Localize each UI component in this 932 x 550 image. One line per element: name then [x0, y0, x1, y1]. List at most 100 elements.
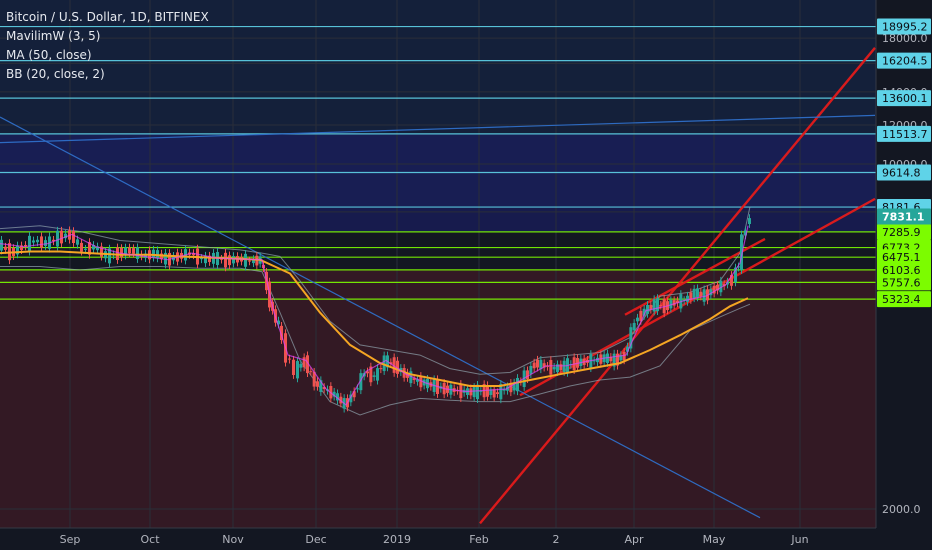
candle-body: [606, 353, 609, 363]
candle-body: [20, 245, 23, 251]
candle-body: [204, 255, 207, 264]
level-price-label: 18995.2: [882, 21, 928, 34]
level-price-tag: [877, 125, 931, 142]
candle-body: [392, 357, 396, 373]
candle-body: [228, 255, 231, 266]
candle-body: [224, 252, 227, 268]
candle-body: [652, 299, 656, 312]
legend-ma[interactable]: MA (50, close): [6, 48, 92, 62]
candle-body: [744, 230, 747, 236]
candle-body: [28, 235, 31, 252]
level-price-tag: [877, 164, 931, 181]
candle-body: [709, 289, 713, 296]
candle-body: [208, 255, 211, 263]
x-tick-label: Oct: [140, 533, 160, 546]
candle-body: [592, 360, 596, 362]
candle-body: [552, 366, 556, 370]
candle-body: [0, 239, 3, 251]
candle-body: [740, 234, 743, 271]
candle-body: [492, 389, 496, 398]
candle-body: [366, 371, 369, 374]
level-price-label: 6475.1: [882, 251, 921, 264]
candle-body: [409, 371, 413, 384]
level-price-label: 7285.9: [882, 226, 921, 239]
candle-body: [659, 304, 663, 306]
candle-body: [192, 253, 195, 256]
candle-body: [526, 370, 529, 380]
candle-body: [244, 253, 247, 267]
level-price-label: 5323.4: [882, 293, 921, 306]
last-price-label: 7831.1: [882, 210, 924, 223]
candle-body: [248, 260, 251, 262]
candle-body: [136, 247, 139, 259]
candle-body: [734, 267, 737, 283]
candle-body: [612, 353, 616, 367]
candle-body: [164, 252, 167, 265]
candle-body: [696, 288, 699, 298]
level-price-tag: [877, 52, 931, 69]
level-price-tag: [877, 18, 931, 35]
candle-body: [16, 245, 19, 255]
candle-body: [516, 377, 519, 392]
legend-bb[interactable]: BB (20, close, 2): [6, 67, 105, 81]
candle-body: [469, 388, 473, 396]
level-price-tag: [877, 249, 931, 266]
candle-body: [144, 253, 147, 259]
candle-body: [656, 298, 659, 312]
level-price-label: 13600.1: [882, 92, 928, 105]
x-tick-label: Nov: [222, 533, 244, 546]
candle-body: [609, 356, 613, 362]
bg-low-band: [0, 269, 876, 528]
candle-body: [639, 310, 643, 321]
ma-line: [0, 250, 749, 387]
x-tick-label: 2019: [383, 533, 411, 546]
candle-body: [479, 390, 483, 392]
candle-body: [280, 325, 283, 340]
candle-body: [472, 387, 476, 398]
candle-body: [36, 239, 39, 243]
x-tick-label: May: [703, 533, 726, 546]
candle-body: [80, 242, 83, 252]
candle-body: [396, 360, 399, 374]
trend-line: [0, 116, 761, 519]
x-tick-label: Feb: [469, 533, 488, 546]
level-price-label: 6103.6: [882, 264, 921, 277]
x-tick-label: Apr: [624, 533, 644, 546]
candle-body: [132, 248, 135, 254]
candle-body: [502, 389, 506, 391]
legend-title[interactable]: Bitcoin / U.S. Dollar, 1D, BITFINEX: [6, 10, 209, 24]
candle-body: [336, 393, 339, 401]
candle-body: [379, 368, 383, 370]
candle-body: [419, 375, 423, 388]
candle-body: [4, 246, 7, 250]
bb-lower: [0, 266, 751, 416]
candle-body: [356, 388, 359, 390]
candle-body: [649, 304, 653, 310]
x-tick-label: Sep: [60, 533, 81, 546]
candle-body: [64, 233, 67, 239]
level-price-tag: [877, 223, 931, 240]
candle-body: [716, 284, 719, 291]
candle-body: [92, 244, 95, 250]
candle-body: [702, 289, 706, 302]
candle-body: [352, 391, 356, 398]
candle-body: [316, 381, 319, 387]
candle-body: [72, 231, 75, 244]
candle-body: [124, 247, 127, 256]
candle-body: [536, 359, 539, 368]
candle-body: [108, 248, 111, 264]
candle-body: [676, 300, 679, 304]
candle-body: [476, 384, 479, 400]
level-price-tag: [877, 291, 931, 308]
candle-body: [748, 218, 751, 224]
legend-mavilim[interactable]: MavilimW (3, 5): [6, 29, 101, 43]
candle-body: [319, 380, 323, 392]
candle-body: [672, 300, 676, 306]
candle-body: [332, 391, 336, 397]
candle-body: [496, 392, 499, 395]
level-price-tag: [877, 90, 931, 107]
y-tick-label: 2000.0: [882, 503, 921, 516]
candle-body: [692, 288, 696, 299]
